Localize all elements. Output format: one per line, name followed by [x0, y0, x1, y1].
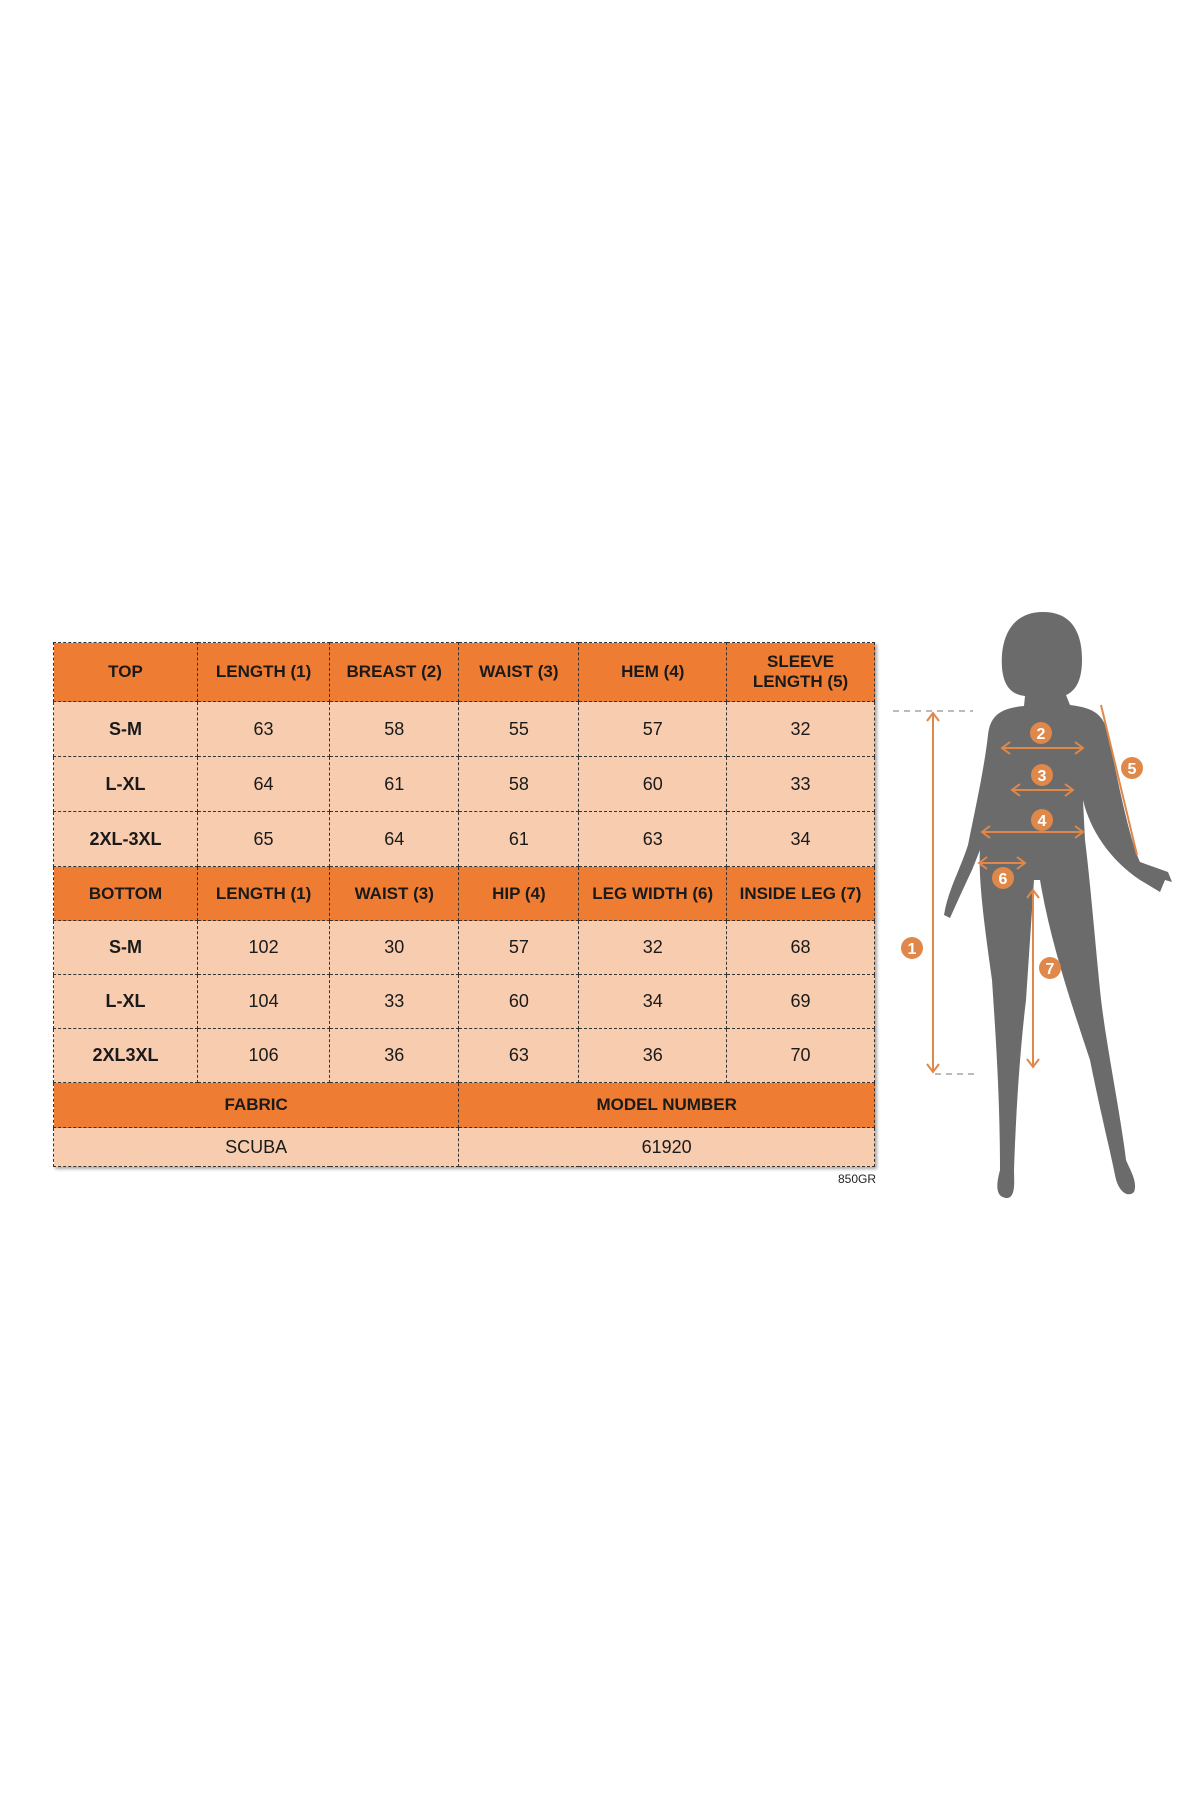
measurement-cell: 63 [196, 701, 331, 757]
marker-number: 6 [999, 871, 1008, 888]
model-number-label: MODEL NUMBER [458, 1082, 875, 1128]
measurement-cell: 57 [458, 920, 580, 975]
measurement-cell: 64 [329, 811, 460, 867]
size-label: L-XL [53, 974, 198, 1029]
size-row: L-XL 104 33 60 34 69 [53, 974, 875, 1029]
marker-circle [1121, 757, 1143, 779]
marker-circle [1031, 764, 1053, 786]
measurement-cell: 55 [458, 701, 580, 757]
product-code: 850GR [838, 1172, 877, 1186]
marker-circle [1031, 809, 1053, 831]
marker-number: 5 [1128, 761, 1137, 778]
footer-header-row: FABRIC MODEL NUMBER [52, 1082, 875, 1128]
measurement-cell: 34 [726, 811, 875, 867]
model-number-value: 61920 [458, 1127, 875, 1167]
body-measurement-figure: 1 2 3 4 5 6 7 [893, 612, 1172, 1198]
measurement-cell: 32 [578, 920, 728, 975]
header-cell: WAIST (3) [458, 642, 580, 702]
header-cell: TOP [53, 642, 198, 702]
measurement-cell: 36 [578, 1028, 728, 1083]
measurement-cell: 69 [726, 974, 875, 1029]
bottom-header-row: BOTTOM LENGTH (1) WAIST (3) HIP (4) LEG … [53, 866, 875, 921]
measurement-cell: 65 [196, 811, 331, 867]
size-row: 2XL3XL 106 36 63 36 70 [53, 1028, 875, 1083]
fabric-value: SCUBA [52, 1127, 460, 1167]
measurement-cell: 58 [458, 756, 580, 812]
measurement-cell: 60 [578, 756, 728, 812]
marker-circle [901, 937, 923, 959]
header-cell: WAIST (3) [329, 866, 460, 921]
measurement-cell: 57 [578, 701, 728, 757]
measurement-cell: 102 [196, 920, 331, 975]
measurement-cell: 30 [329, 920, 460, 975]
size-chart-table: TOP LENGTH (1) BREAST (2) WAIST (3) HEM … [52, 642, 875, 1167]
marker-circle [1030, 722, 1052, 744]
header-cell: INSIDE LEG (7) [726, 866, 875, 921]
measurement-cell: 64 [196, 756, 331, 812]
marker-number: 3 [1038, 768, 1047, 785]
marker-number: 7 [1046, 961, 1055, 978]
measurement-cell: 63 [578, 811, 728, 867]
size-label: L-XL [53, 756, 198, 812]
marker-number: 1 [908, 941, 917, 958]
header-cell: HIP (4) [458, 866, 580, 921]
measurement-cell: 36 [329, 1028, 460, 1083]
marker-circle [1039, 957, 1061, 979]
top-header-row: TOP LENGTH (1) BREAST (2) WAIST (3) HEM … [53, 642, 875, 702]
measurement-cell: 32 [726, 701, 875, 757]
measurement-cell: 33 [726, 756, 875, 812]
measurement-cell: 106 [196, 1028, 331, 1083]
marker-number: 2 [1037, 726, 1046, 743]
size-label: 2XL-3XL [53, 811, 198, 867]
size-row: S-M 102 30 57 32 68 [53, 920, 875, 975]
measurement-cell: 34 [578, 974, 728, 1029]
measurement-cell: 70 [726, 1028, 875, 1083]
header-cell: BOTTOM [53, 866, 198, 921]
fabric-label: FABRIC [52, 1082, 460, 1128]
header-cell: LENGTH (1) [196, 642, 331, 702]
measurement-cell: 68 [726, 920, 875, 975]
measurement-cell: 61 [329, 756, 460, 812]
footer-value-row: SCUBA 61920 [52, 1127, 875, 1167]
measurement-cell: 58 [329, 701, 460, 757]
measurement-cell: 104 [196, 974, 331, 1029]
marker-circle [992, 867, 1014, 889]
marker-number: 4 [1038, 813, 1047, 830]
header-cell: LEG WIDTH (6) [578, 866, 728, 921]
size-row: 2XL-3XL 65 64 61 63 34 [53, 811, 875, 867]
header-cell: HEM (4) [578, 642, 728, 702]
header-cell: BREAST (2) [329, 642, 460, 702]
header-cell: SLEEVE LENGTH (5) [726, 642, 875, 702]
measure-lines [893, 704, 1138, 1075]
size-row: L-XL 64 61 58 60 33 [53, 756, 875, 812]
size-row: S-M 63 58 55 57 32 [53, 701, 875, 757]
measurement-cell: 63 [458, 1028, 580, 1083]
measurement-cell: 61 [458, 811, 580, 867]
size-label: 2XL3XL [53, 1028, 198, 1083]
measurement-cell: 33 [329, 974, 460, 1029]
measurement-cell: 60 [458, 974, 580, 1029]
silhouette [944, 612, 1172, 1198]
size-label: S-M [53, 701, 198, 757]
header-cell: LENGTH (1) [196, 866, 331, 921]
size-label: S-M [53, 920, 198, 975]
